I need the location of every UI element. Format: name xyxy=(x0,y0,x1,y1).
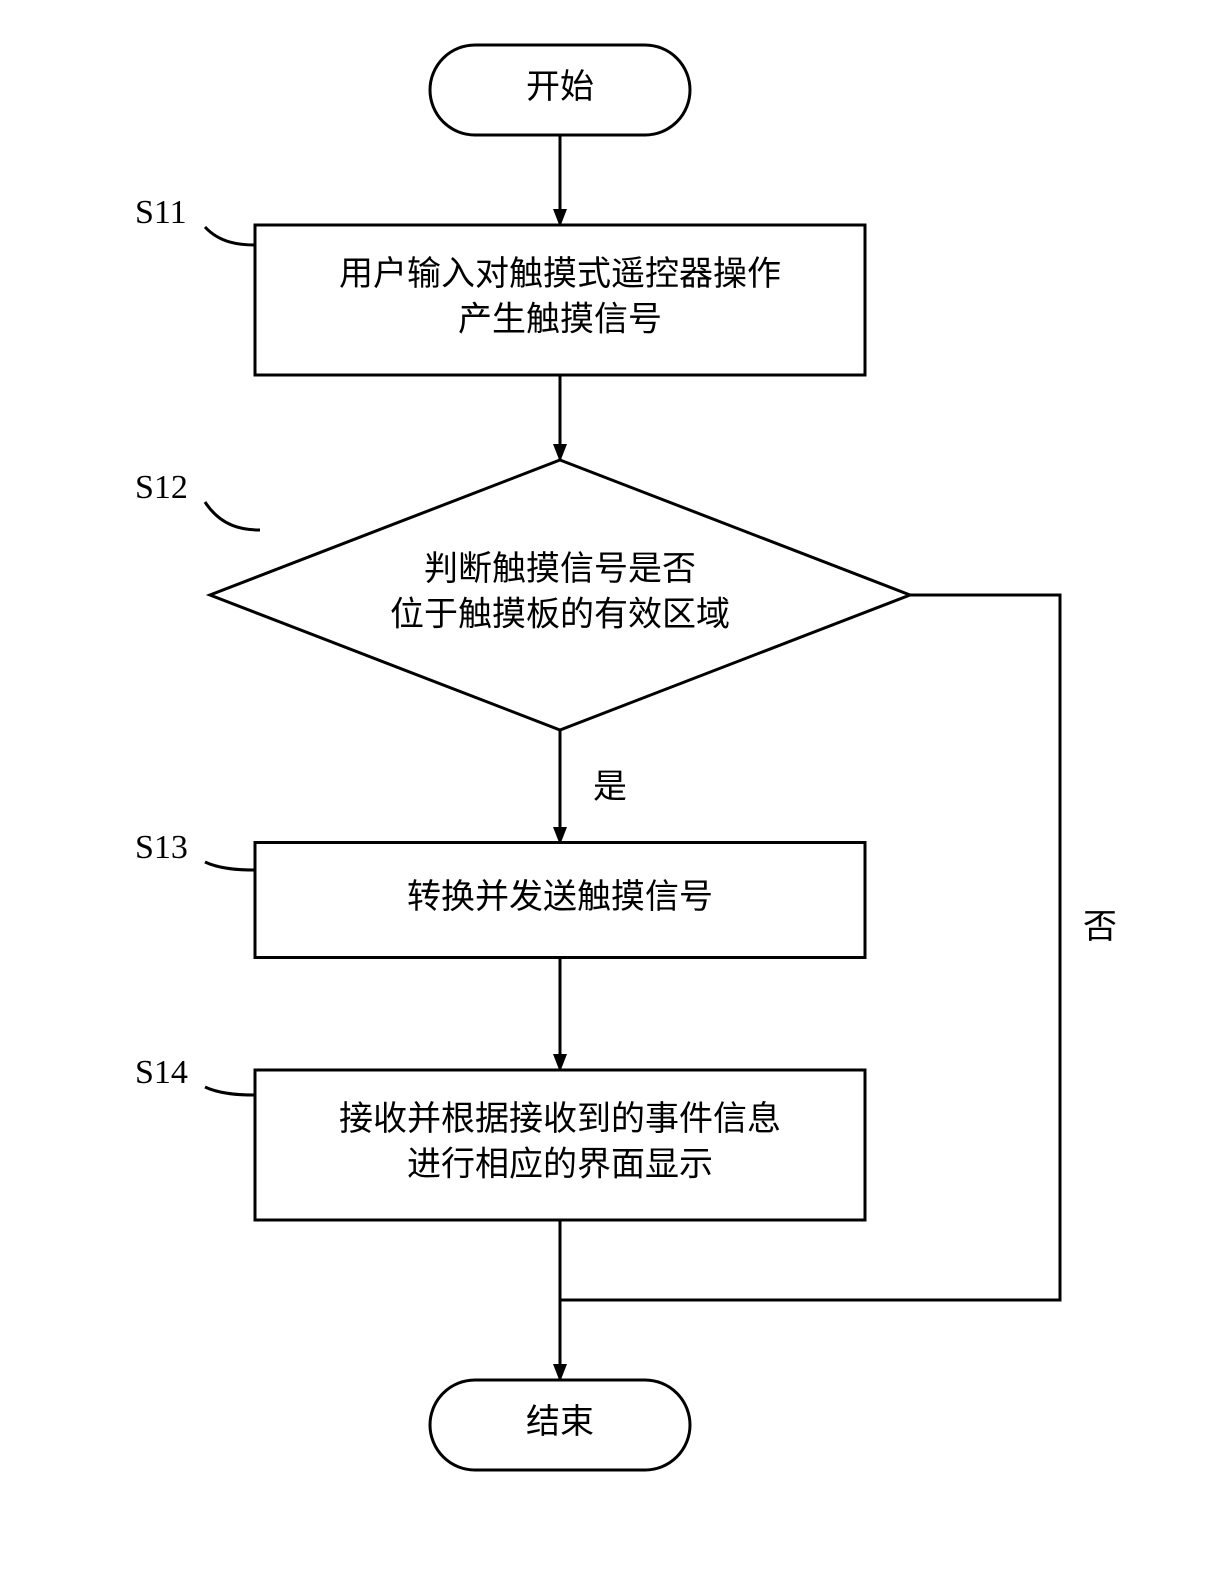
step-label-S13: S13 xyxy=(135,829,188,866)
edge-label-否: 否 xyxy=(1083,909,1117,946)
node-s11 xyxy=(255,225,865,375)
step-label-S11: S11 xyxy=(135,194,187,231)
node-s11-text-0: 用户输入对触摸式遥控器操作 xyxy=(339,255,781,293)
node-s12-text-1: 位于触摸板的有效区域 xyxy=(390,596,730,634)
node-s14-text-0: 接收并根据接收到的事件信息 xyxy=(339,1100,781,1138)
node-s13-text-0: 转换并发送触摸信号 xyxy=(407,878,713,916)
step-label-S14: S14 xyxy=(135,1054,188,1091)
node-end-text-0: 结束 xyxy=(526,1403,594,1441)
edge-label-是: 是 xyxy=(593,769,627,806)
node-s11-text-1: 产生触摸信号 xyxy=(458,301,662,339)
node-start-text-0: 开始 xyxy=(526,68,594,106)
node-s14 xyxy=(255,1070,865,1220)
step-label-S12: S12 xyxy=(135,469,188,506)
node-s12-text-0: 判断触摸信号是否 xyxy=(424,550,696,588)
node-s14-text-1: 进行相应的界面显示 xyxy=(407,1146,713,1184)
